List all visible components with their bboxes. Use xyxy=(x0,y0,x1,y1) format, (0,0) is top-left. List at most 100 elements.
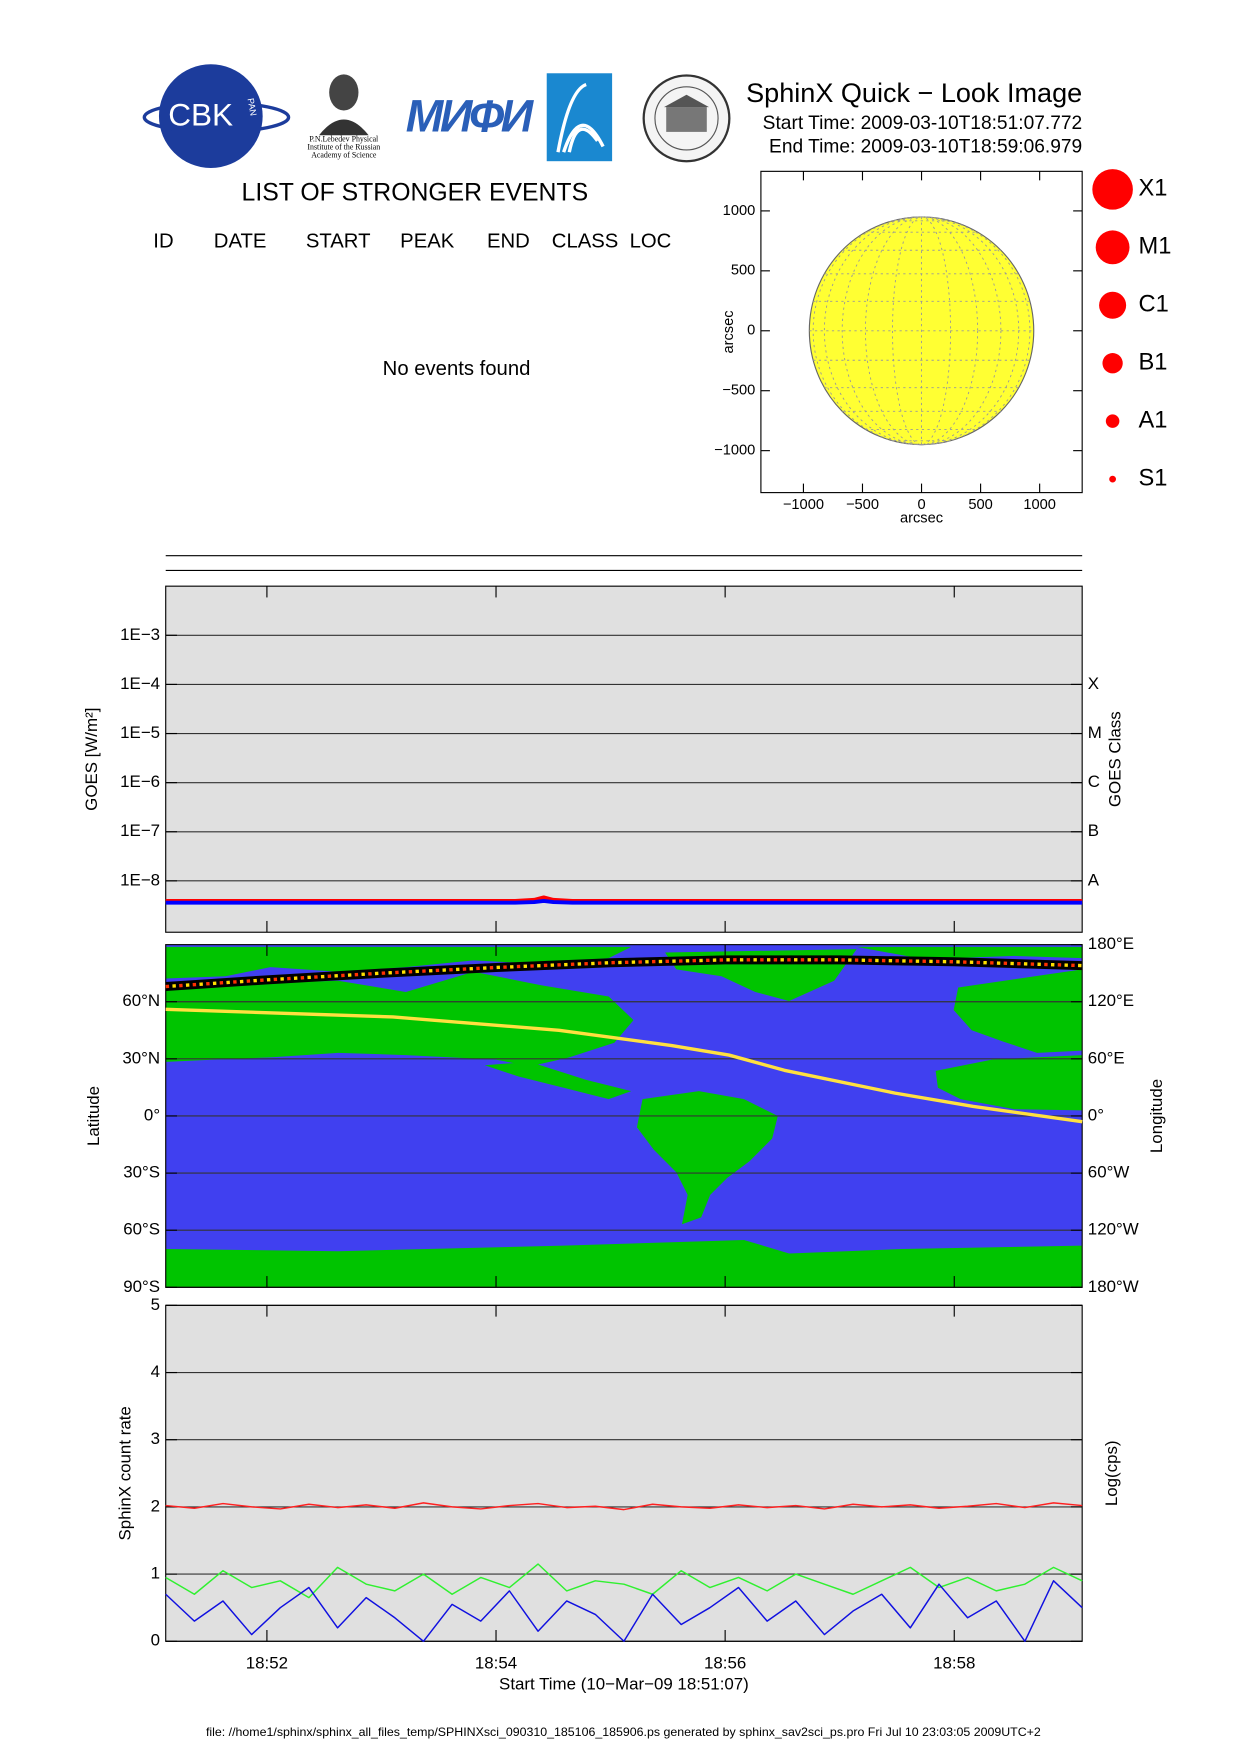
y-tick-label: 2 xyxy=(151,1496,160,1515)
events-title: LIST OF STRONGER EVENTS xyxy=(242,179,589,206)
x-tick-label: 1000 xyxy=(1023,497,1056,513)
y-tick-label: 30°S xyxy=(123,1163,160,1182)
y2-tick-label: 0° xyxy=(1088,1105,1104,1124)
y-tick-label: 0° xyxy=(144,1105,160,1124)
y2-tick-label: C xyxy=(1088,772,1100,791)
y-tick-label: 1 xyxy=(151,1564,160,1583)
class-marker xyxy=(1105,414,1120,428)
events-column: DATE xyxy=(214,231,267,253)
series-line xyxy=(165,898,1083,905)
plot-frame xyxy=(165,944,1083,1288)
events-column: CLASS xyxy=(552,231,619,253)
y2-axis-label: Longitude xyxy=(1147,1079,1166,1153)
logo-cbk-ring xyxy=(142,100,291,134)
portrait-body xyxy=(319,119,369,136)
y-tick-label: 500 xyxy=(731,263,755,279)
plot-background xyxy=(165,586,1083,933)
y-tick-label: 1E−3 xyxy=(120,625,160,644)
y2-tick-label: A xyxy=(1088,870,1100,889)
series-line xyxy=(165,1502,1083,1511)
logo-cbk-disc xyxy=(158,64,263,168)
lebedev-line: Academy of Science xyxy=(311,150,377,159)
logo-pan-text: PAN xyxy=(246,97,259,116)
plot-background xyxy=(165,1305,1083,1642)
y-tick-label: 30°N xyxy=(122,1048,160,1067)
class-label: A1 xyxy=(1139,407,1168,433)
y2-tick-label: B xyxy=(1088,821,1099,840)
x-axis-label: arcsec xyxy=(900,510,943,526)
class-label: C1 xyxy=(1139,292,1169,318)
land xyxy=(856,946,1083,960)
portrait-head xyxy=(329,74,359,111)
class-label: X1 xyxy=(1139,176,1168,202)
x-tick-label: 500 xyxy=(968,497,992,513)
land xyxy=(484,1061,632,1100)
x-tick-label: 18:56 xyxy=(704,1653,746,1672)
y-tick-label: 1E−4 xyxy=(120,674,160,693)
y2-tick-label: 180°W xyxy=(1088,1277,1139,1296)
y-tick-label: 3 xyxy=(151,1429,160,1448)
logo-mifi-text: МИФИ xyxy=(406,90,535,141)
class-label: B1 xyxy=(1139,349,1168,375)
plot-frame xyxy=(165,585,1083,933)
backgrounds xyxy=(165,586,1083,1642)
class-marker xyxy=(1099,291,1127,319)
logo-iki-arcs xyxy=(556,82,605,153)
y2-tick-label: 180°E xyxy=(1088,934,1134,953)
y-axis-label: arcsec xyxy=(721,310,737,353)
track-dots xyxy=(165,958,1083,989)
title: SphinX Quick − Look Image xyxy=(746,78,1082,108)
seal-roof xyxy=(663,94,710,108)
y-tick-label: 90°S xyxy=(123,1277,160,1296)
events-column: END xyxy=(487,231,530,253)
events-message: No events found xyxy=(383,358,531,380)
logo-seal xyxy=(642,74,731,163)
y-tick-label: 60°N xyxy=(122,991,160,1010)
y-axis-label: Latitude xyxy=(84,1086,103,1146)
logo-cbk: CBK PAN xyxy=(142,64,291,168)
land xyxy=(935,1055,1083,1111)
class-marker xyxy=(1095,230,1130,265)
x-tick-label: 18:58 xyxy=(933,1653,975,1672)
plot-frame xyxy=(760,170,1083,494)
x-tick-label: −1000 xyxy=(783,497,824,513)
y-axis-label: SphinX count rate xyxy=(116,1406,135,1540)
class-label: S1 xyxy=(1139,465,1168,491)
lebedev-line: Institute of the Russian xyxy=(307,142,380,151)
series-line xyxy=(165,1007,1083,1124)
logo-mifi: МИФИ xyxy=(406,90,538,141)
y-tick-label: 1E−8 xyxy=(120,870,160,889)
series-line xyxy=(165,1563,1083,1599)
land xyxy=(953,969,1083,1053)
y-tick-label: 1E−6 xyxy=(120,772,160,791)
events-column: START xyxy=(306,231,371,253)
logo-cbk-text: CBK xyxy=(168,97,233,133)
class-label: M1 xyxy=(1139,234,1172,260)
events-column: PEAK xyxy=(400,231,455,253)
logo-lebedev: P.N.Lebedev Physical Institute of the Ru… xyxy=(307,74,380,159)
x-tick-label: −500 xyxy=(846,497,879,513)
class-marker xyxy=(1102,353,1123,374)
logo-iki-bg xyxy=(546,73,613,162)
y2-tick-label: M xyxy=(1088,723,1102,742)
y-tick-label: 5 xyxy=(151,1295,160,1314)
logo-iki xyxy=(546,73,613,162)
events-column: ID xyxy=(153,231,173,253)
lebedev-line: P.N.Lebedev Physical xyxy=(309,135,379,144)
x-tick-label: 18:52 xyxy=(246,1653,288,1672)
y-tick-label: 60°S xyxy=(123,1220,160,1239)
y2-tick-label: 60°W xyxy=(1088,1163,1130,1182)
plots: −1000 −500 0 500 1000 −1000 −500 0 500 1000 arcsec… xyxy=(82,170,1166,1694)
y-tick-label: 1000 xyxy=(723,203,756,219)
seal-building xyxy=(666,107,707,132)
y-tick-label: 0 xyxy=(747,323,755,339)
y2-tick-label: X xyxy=(1088,674,1099,693)
series-line xyxy=(165,1580,1083,1643)
map-land xyxy=(165,946,1083,1288)
y-axis-label: GOES [W/m²] xyxy=(82,708,101,811)
land xyxy=(636,1091,778,1225)
class-marker xyxy=(1092,169,1133,210)
y-tick-label: 0 xyxy=(151,1631,160,1650)
